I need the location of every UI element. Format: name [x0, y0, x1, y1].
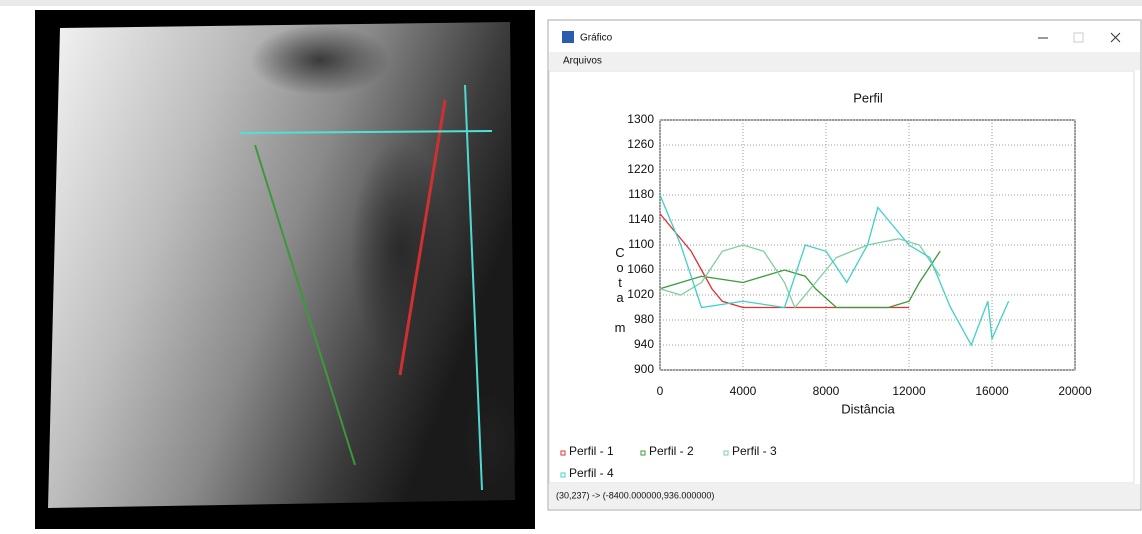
legend-label: Perfil - 3 [732, 444, 777, 458]
menu-item[interactable]: Arquivos [563, 56, 602, 67]
y-tick-label: 1140 [628, 212, 654, 226]
x-axis-label: Distância [841, 401, 895, 416]
window-title: Gráfico [580, 33, 613, 44]
valley [250, 25, 390, 95]
window-icon [562, 31, 574, 43]
y-tick-label: 1180 [628, 187, 654, 201]
valley [350, 140, 450, 360]
valley [460, 390, 520, 490]
status-text: (30,237) -> (-8400.000000,936.000000) [556, 490, 714, 500]
y-tick-label: 1100 [628, 237, 654, 251]
y-tick-label: 1020 [627, 287, 654, 301]
y-tick-label: 900 [634, 362, 654, 376]
y-tick-label: 1300 [627, 112, 654, 126]
legend-marker [560, 472, 566, 478]
legend-label: Perfil - 1 [569, 444, 614, 458]
status-bar [549, 484, 1140, 509]
x-tick-label: 12000 [892, 384, 926, 398]
legend-marker [640, 450, 646, 456]
close-button[interactable] [1110, 32, 1121, 43]
legend-marker [723, 450, 729, 456]
profile-line [254, 144, 356, 466]
y-tick-label: 1260 [627, 137, 654, 151]
x-tick-label: 8000 [813, 384, 840, 398]
x-tick-label: 4000 [730, 384, 757, 398]
y-tick-label: 1220 [627, 162, 654, 176]
terrain-view [35, 10, 535, 529]
x-tick-label: 20000 [1058, 384, 1092, 398]
y-tick-label: 1060 [627, 262, 654, 276]
maximize-button[interactable] [1073, 32, 1084, 43]
legend-label: Perfil - 2 [649, 444, 694, 458]
profile-line [239, 130, 493, 134]
chart: Perfil Distância Cota m 900 940 980 1020 106… [560, 90, 1092, 480]
x-tick-label: 0 [657, 384, 664, 398]
menu-bar [549, 52, 1140, 70]
legend-label: Perfil - 4 [569, 466, 614, 480]
legend-marker [560, 450, 566, 456]
series-line [659, 213, 909, 309]
y-tick-label: 980 [634, 312, 654, 326]
top-strip [0, 0, 1142, 6]
series-line [659, 250, 941, 309]
chart-title: Perfil [853, 90, 883, 105]
profile-line [398, 99, 447, 376]
y-axis-label: Cota m [613, 245, 628, 335]
x-tick-label: 16000 [975, 384, 1009, 398]
series-line [659, 238, 941, 309]
profile-line [464, 84, 483, 491]
series-line [659, 194, 1010, 347]
y-tick-label: 940 [634, 337, 654, 351]
